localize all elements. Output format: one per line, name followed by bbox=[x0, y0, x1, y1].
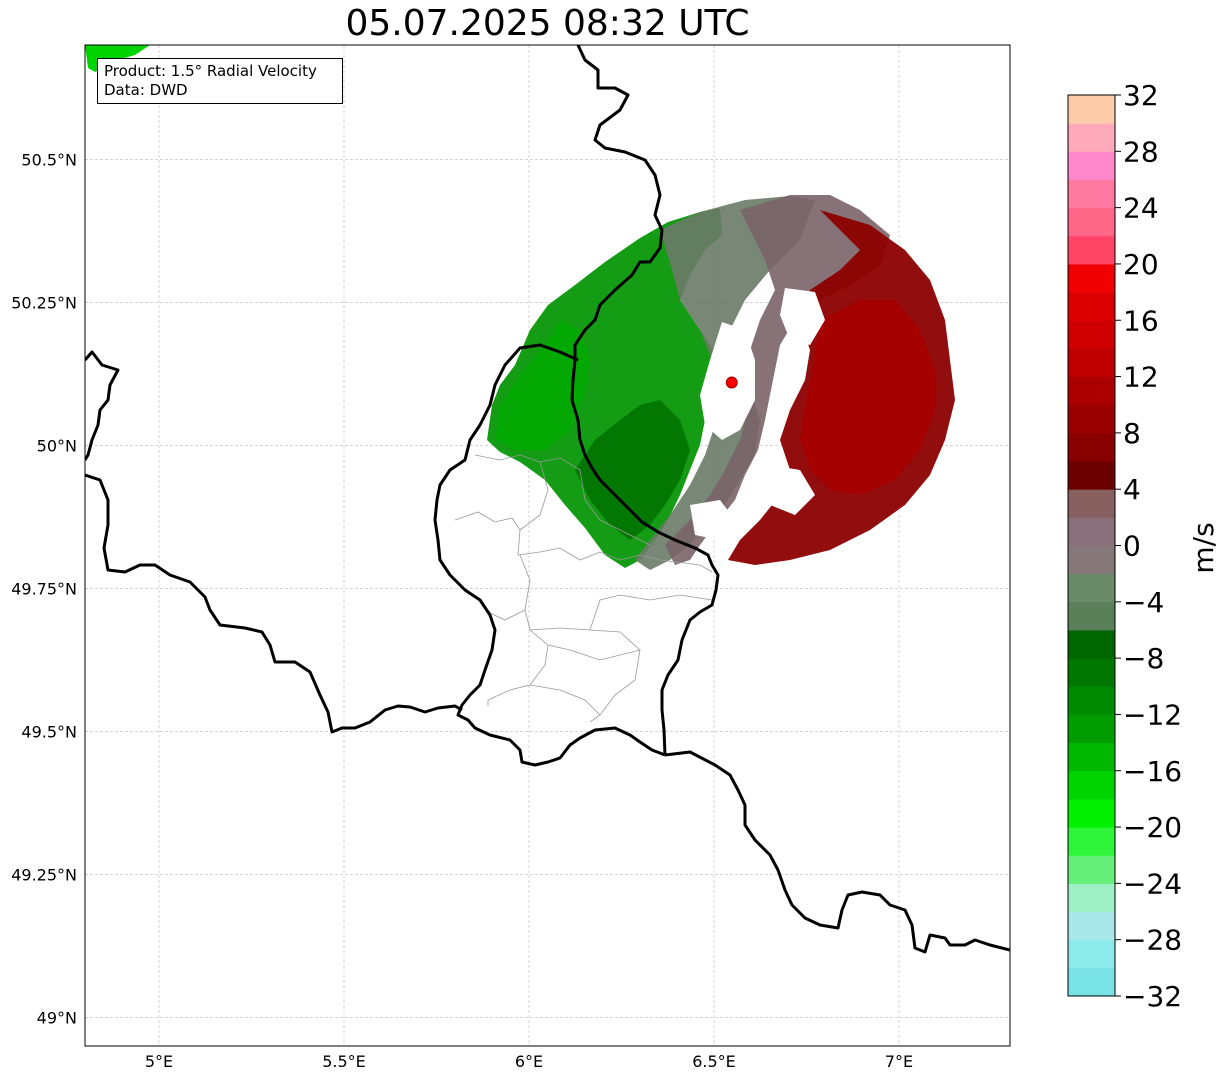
colorbar-tick-label: 12 bbox=[1123, 361, 1159, 394]
colorbar-segment bbox=[1068, 911, 1115, 941]
colorbar-tick-label: 24 bbox=[1123, 192, 1159, 225]
colorbar-segment bbox=[1068, 95, 1115, 124]
colorbar-segment bbox=[1068, 827, 1115, 856]
colorbar-tick-label: 0 bbox=[1123, 530, 1141, 563]
map-frame bbox=[84, 44, 1011, 1047]
colorbar-tick-label: −24 bbox=[1123, 867, 1182, 900]
colorbar-segment bbox=[1068, 798, 1115, 828]
colorbar-tick-label: 32 bbox=[1123, 79, 1159, 112]
colorbar-segment bbox=[1068, 151, 1115, 180]
colorbar-unit-label: m/s bbox=[1187, 522, 1220, 573]
x-tick-label: 5.5°E bbox=[322, 1052, 366, 1071]
velocity-colorbar bbox=[1067, 94, 1116, 997]
x-tick-label: 5°E bbox=[145, 1052, 173, 1071]
colorbar-segment bbox=[1068, 967, 1115, 997]
colorbar-segment bbox=[1068, 686, 1115, 715]
product-info-box: Product: 1.5° Radial Velocity Data: DWD bbox=[97, 58, 343, 104]
colorbar-segment bbox=[1068, 263, 1115, 293]
colorbar-tick-label: −28 bbox=[1123, 924, 1182, 957]
colorbar-segment bbox=[1068, 545, 1115, 575]
outbound-velocity-strong-area bbox=[800, 300, 935, 495]
y-tick-label: 49°N bbox=[37, 1008, 77, 1027]
colorbar-segment bbox=[1068, 658, 1115, 687]
colorbar-tick-label: 20 bbox=[1123, 248, 1159, 281]
colorbar-segment bbox=[1068, 601, 1115, 631]
colorbar-segment bbox=[1068, 461, 1115, 490]
colorbar-segment bbox=[1068, 939, 1115, 969]
y-tick-label: 49.5°N bbox=[21, 722, 77, 741]
colorbar-tick-label: 28 bbox=[1123, 135, 1159, 168]
map-title: 05.07.2025 08:32 UTC bbox=[345, 3, 750, 44]
colorbar-segment bbox=[1068, 855, 1115, 884]
colorbar-segment bbox=[1068, 123, 1115, 152]
colorbar-segment bbox=[1068, 432, 1115, 462]
colorbar-segment bbox=[1068, 883, 1115, 913]
colorbar-segment bbox=[1068, 517, 1115, 546]
colorbar-segment bbox=[1068, 404, 1115, 434]
colorbar-segment bbox=[1068, 207, 1115, 237]
colorbar-tick-label: −8 bbox=[1123, 642, 1164, 675]
internal-boundaries bbox=[454, 454, 713, 723]
x-tick-label: 6°E bbox=[515, 1052, 543, 1071]
national-borders bbox=[85, 45, 1010, 954]
colorbar-segment bbox=[1068, 235, 1115, 265]
y-axis-ticks: 50.5°N 50.25°N 50°N 49.75°N 49.5°N 49.25°N 49°… bbox=[11, 150, 77, 1027]
colorbar-segment bbox=[1068, 348, 1115, 378]
colorbar-segment bbox=[1068, 320, 1115, 349]
map-plot-area bbox=[85, 45, 1010, 1046]
x-tick-label: 6.5°E bbox=[692, 1052, 736, 1071]
colorbar-tick-label: 4 bbox=[1123, 473, 1141, 506]
colorbar-segment bbox=[1068, 629, 1115, 659]
colorbar-ticks: 32 28 24 20 16 12 8 4 0 −4 −8 −12 −16 −20 −24 −28 −32 bbox=[1115, 79, 1182, 1013]
y-tick-label: 49.75°N bbox=[11, 579, 77, 598]
colorbar-segment bbox=[1068, 573, 1115, 603]
x-axis-ticks: 5°E 5.5°E 6°E 6.5°E 7°E bbox=[145, 1052, 913, 1071]
colorbar-segment bbox=[1068, 179, 1115, 209]
colorbar-segment bbox=[1068, 489, 1115, 518]
colorbar-tick-label: −32 bbox=[1123, 980, 1182, 1013]
x-tick-label: 7°E bbox=[885, 1052, 913, 1071]
colorbar-tick-label: −20 bbox=[1123, 811, 1182, 844]
colorbar-tick-label: −16 bbox=[1123, 755, 1182, 788]
colorbar-segment bbox=[1068, 742, 1115, 772]
colorbar-tick-label: −12 bbox=[1123, 698, 1182, 731]
data-source-label: Data: DWD bbox=[104, 81, 188, 99]
y-tick-label: 50.25°N bbox=[11, 293, 77, 312]
radar-site-marker bbox=[725, 376, 738, 389]
product-label: Product: 1.5° Radial Velocity bbox=[104, 62, 317, 80]
echo-gap bbox=[760, 465, 815, 515]
inbound-velocity-dark-area bbox=[575, 400, 690, 540]
echo-gap bbox=[690, 500, 735, 540]
colorbar-tick-label: 8 bbox=[1123, 417, 1141, 450]
colorbar-segment bbox=[1068, 770, 1115, 800]
y-tick-label: 49.25°N bbox=[11, 865, 77, 884]
colorbar-segment bbox=[1068, 714, 1115, 744]
colorbar-tick-label: 16 bbox=[1123, 304, 1159, 337]
colorbar-tick-label: −4 bbox=[1123, 586, 1164, 619]
inbound-velocity-bright-area bbox=[495, 320, 590, 450]
radial-velocity-echo bbox=[487, 195, 955, 570]
colorbar-segment bbox=[1068, 292, 1115, 321]
y-tick-label: 50.5°N bbox=[21, 150, 77, 169]
y-tick-label: 50°N bbox=[37, 436, 77, 455]
colorbar-segment bbox=[1068, 376, 1115, 406]
echo-gap bbox=[780, 288, 825, 345]
